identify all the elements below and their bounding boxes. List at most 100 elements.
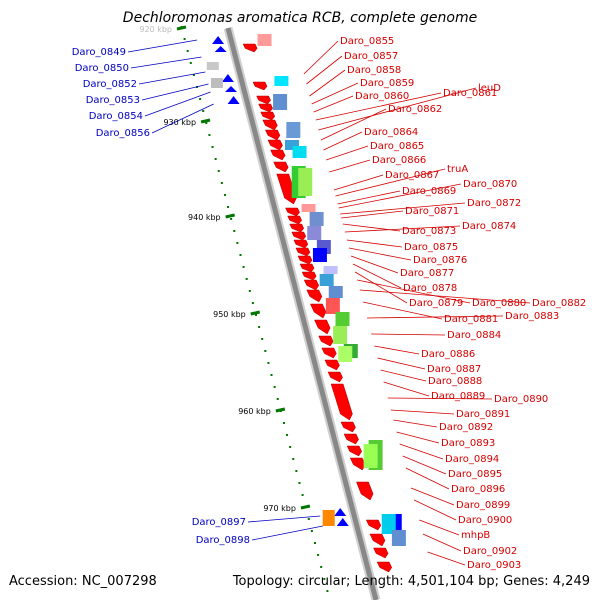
- scale-label: 960 kbp: [238, 407, 271, 416]
- annotation-color-track: [257, 34, 406, 546]
- forward-leader-line: [350, 255, 399, 274]
- scale-dot: [292, 458, 295, 460]
- forward-leader-line: [357, 279, 471, 304]
- forward-gene-label: Daro_0864: [364, 127, 418, 138]
- forward-gene: [373, 547, 389, 559]
- scale-major-tick: [200, 118, 211, 124]
- forward-gene-label: Daro_0871: [405, 206, 459, 217]
- topology-value: circular;: [297, 574, 351, 589]
- scale-dot: [264, 350, 267, 352]
- annotation-block: [301, 204, 316, 212]
- reverse-leader-line: [141, 83, 209, 101]
- forward-leader-line: [396, 431, 440, 444]
- reverse-gene: [225, 86, 238, 92]
- annotation-block: [323, 266, 338, 274]
- scale-dot: [239, 254, 242, 256]
- forward-gene: [264, 129, 281, 141]
- forward-gene: [306, 289, 323, 303]
- forward-leader-line: [410, 487, 455, 506]
- scale-dot: [317, 554, 320, 556]
- forward-gene-label: Daro_0889: [431, 391, 485, 402]
- forward-gene-label: Daro_0878: [403, 283, 457, 294]
- scale-ruler: 920 kbp 930 kbp 940 kbp 950 kbp 960 kbp 970 k…: [139, 25, 329, 592]
- reverse-gene-label: Daro_0898: [196, 535, 250, 546]
- scale-dot: [236, 242, 239, 244]
- forward-leader-line: [338, 183, 462, 209]
- forward-gene: [310, 303, 327, 319]
- forward-gene: [276, 173, 297, 205]
- forward-gene-label: Daro_0880: [472, 298, 526, 309]
- topology-label: Topology:: [232, 574, 294, 589]
- forward-leader-line: [311, 82, 359, 105]
- forward-gene: [242, 43, 258, 53]
- forward-gene: [287, 215, 303, 225]
- forward-gene-label: Daro_0867: [385, 170, 439, 181]
- scale-label: 940 kbp: [188, 213, 221, 222]
- scale-label: 930 kbp: [163, 118, 196, 127]
- forward-leader-line: [346, 239, 403, 248]
- forward-leader-line: [405, 467, 450, 490]
- scale-dot: [183, 38, 186, 40]
- reverse-gene-track: [206, 36, 349, 526]
- forward-leader-line: [315, 92, 442, 121]
- forward-leader-line: [323, 131, 363, 151]
- forward-gene: [340, 421, 356, 433]
- reverse-gene-label: Daro_0854: [89, 111, 143, 122]
- reverse-gene-label: Daro_0852: [83, 79, 137, 90]
- forward-gene: [346, 445, 363, 457]
- forward-gene-label: Daro_0861: [443, 88, 497, 99]
- forward-gene: [301, 271, 317, 281]
- forward-gene: [299, 263, 315, 273]
- forward-leader-line: [303, 40, 339, 75]
- scale-dot: [313, 542, 316, 544]
- genes-label: Genes:: [503, 574, 549, 589]
- scale-dot: [233, 230, 236, 232]
- scale-dot: [282, 422, 285, 424]
- forward-gene-label: Daro_0879: [409, 298, 463, 309]
- scale-dot: [217, 170, 220, 172]
- forward-gene: [369, 533, 386, 547]
- forward-leader-line: [341, 210, 404, 219]
- reverse-gene-label: Daro_0856: [96, 128, 150, 139]
- backbone-core: [225, 27, 379, 600]
- forward-gene-label: Daro_0892: [439, 422, 493, 433]
- annotation-block: [292, 146, 307, 158]
- forward-gene-label: truA: [447, 164, 468, 175]
- scale-dot: [230, 218, 233, 220]
- forward-gene-label: Daro_0862: [388, 104, 442, 115]
- reverse-gene: [227, 96, 240, 104]
- forward-gene-label: Daro_0877: [400, 268, 454, 279]
- accession-value: NC_007298: [81, 574, 157, 589]
- forward-gene-label: Daro_0866: [372, 155, 426, 166]
- scale-dot: [255, 314, 257, 316]
- forward-leader-line: [320, 108, 387, 141]
- forward-gene-label: Daro_0893: [441, 438, 495, 449]
- annotation-block: [257, 34, 272, 46]
- annotation-block: [298, 168, 313, 196]
- scale-dot: [189, 62, 192, 64]
- forward-gene: [295, 247, 311, 257]
- scale-dot: [245, 278, 248, 280]
- forward-gene: [256, 95, 271, 105]
- forward-gene-track: [242, 43, 393, 573]
- forward-gene-label: Daro_0882: [532, 298, 586, 309]
- forward-gene: [270, 149, 286, 161]
- scale-dot: [320, 566, 323, 568]
- accession-info: Accession: NC_007298: [9, 574, 157, 589]
- annotation-block: [338, 346, 353, 362]
- forward-leader-line: [329, 159, 371, 173]
- forward-gene: [314, 319, 331, 335]
- genome-stats: Topology: circular; Length: 4,501,104 bp…: [233, 574, 590, 589]
- forward-gene-label: Daro_0895: [448, 469, 502, 480]
- forward-gene: [324, 359, 340, 371]
- forward-leader-line: [340, 202, 466, 215]
- reverse-gene-label: Daro_0850: [75, 63, 129, 74]
- forward-gene-label: Daro_0881: [444, 314, 498, 325]
- forward-gene: [356, 481, 374, 501]
- reverse-leader-line: [247, 515, 321, 523]
- label-leaders: [127, 39, 531, 566]
- scale-dot: [295, 470, 298, 472]
- forward-gene-label: Daro_0900: [458, 515, 512, 526]
- annotation-block: [391, 530, 406, 546]
- annotation-block: [335, 312, 350, 326]
